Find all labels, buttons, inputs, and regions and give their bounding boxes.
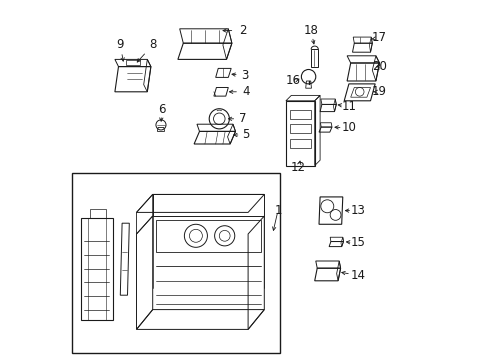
Text: 14: 14 — [350, 269, 365, 282]
Text: 18: 18 — [303, 24, 318, 37]
Text: 5: 5 — [242, 129, 249, 141]
Text: 15: 15 — [350, 237, 365, 249]
Text: 3: 3 — [240, 69, 248, 82]
Text: 17: 17 — [371, 31, 386, 44]
Text: 6: 6 — [158, 103, 165, 116]
Polygon shape — [318, 197, 342, 224]
Text: 19: 19 — [371, 85, 386, 98]
Text: 20: 20 — [371, 60, 386, 73]
Text: 13: 13 — [350, 204, 365, 217]
Text: 16: 16 — [285, 75, 300, 87]
Text: 11: 11 — [341, 100, 356, 113]
Text: 9: 9 — [116, 39, 124, 51]
Text: 1: 1 — [274, 204, 282, 217]
Text: 12: 12 — [290, 161, 305, 174]
Text: 4: 4 — [242, 85, 249, 98]
Text: 10: 10 — [341, 121, 356, 134]
Text: 2: 2 — [239, 24, 246, 37]
Text: 8: 8 — [149, 39, 156, 51]
Bar — [72, 173, 280, 353]
Text: 7: 7 — [239, 112, 246, 125]
